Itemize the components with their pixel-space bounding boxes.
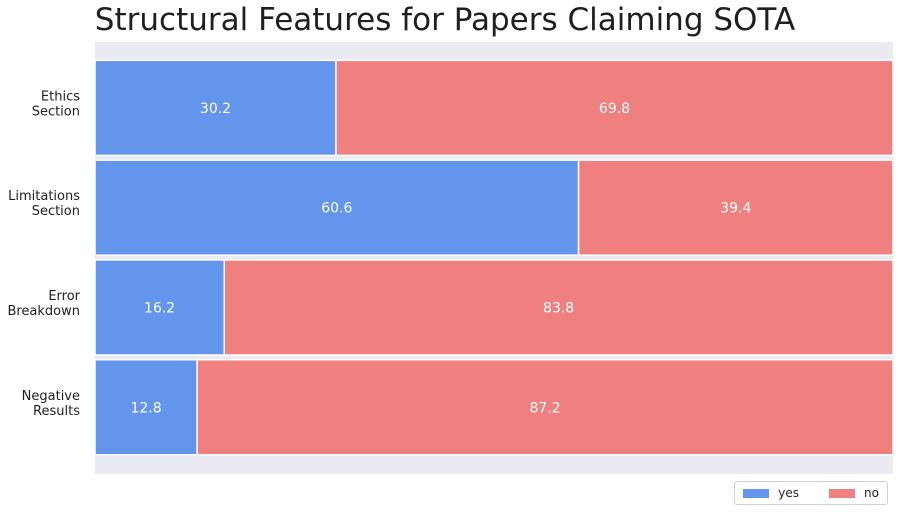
- category-label: Negative Results: [22, 389, 81, 419]
- legend-swatch: [829, 488, 856, 498]
- legend-item-no: no: [829, 486, 879, 500]
- legend-label: yes: [778, 486, 800, 500]
- bar-yes-1: [94, 159, 580, 256]
- bar-value-label: 83.8: [543, 300, 574, 316]
- legend: yes no: [734, 481, 888, 505]
- bar-value-label: 16.2: [144, 300, 175, 316]
- bar-no-2: [223, 259, 894, 356]
- legend-label: no: [864, 486, 879, 500]
- bar-value-label: 87.2: [529, 400, 560, 416]
- bar-value-label: 69.8: [599, 101, 630, 117]
- bar-no-0: [335, 59, 894, 157]
- category-label: Limitations Section: [8, 189, 80, 219]
- chart-title: Structural Features for Papers Claiming …: [94, 2, 796, 38]
- legend-item-yes: yes: [743, 486, 799, 500]
- bar-no-1: [577, 159, 894, 256]
- category-label: Ethics Section: [32, 89, 81, 119]
- bar-yes-3: [94, 358, 198, 456]
- bar-value-label: 12.8: [130, 400, 161, 416]
- category-label: Error Breakdown: [7, 289, 80, 319]
- bar-value-label: 39.4: [720, 201, 751, 217]
- bar-no-3: [196, 358, 894, 456]
- bar-yes-0: [94, 59, 337, 157]
- legend-swatch: [743, 488, 770, 498]
- bar-value-label: 30.2: [200, 101, 231, 117]
- bar-value-label: 60.6: [321, 201, 352, 217]
- bar-yes-2: [94, 259, 226, 356]
